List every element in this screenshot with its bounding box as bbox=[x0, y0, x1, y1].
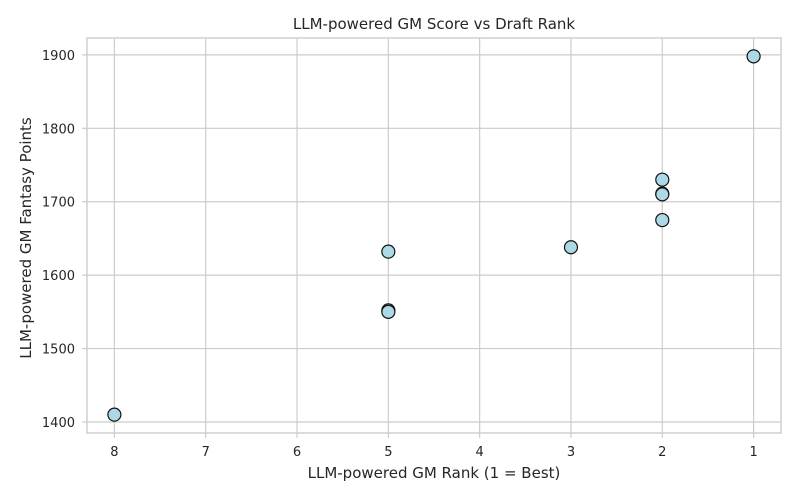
data-point bbox=[107, 407, 122, 422]
data-point bbox=[655, 172, 670, 187]
grid-lines bbox=[87, 38, 781, 433]
y-tick-label: 1500 bbox=[42, 343, 75, 358]
chart-title: LLM-powered GM Score vs Draft Rank bbox=[293, 15, 576, 33]
data-point bbox=[746, 49, 761, 64]
x-axis-label: LLM-powered GM Rank (1 = Best) bbox=[308, 464, 561, 482]
data-point bbox=[563, 240, 579, 255]
x-tick-label: 1 bbox=[749, 445, 757, 460]
x-tick-label: 5 bbox=[384, 445, 392, 460]
x-tick-label: 2 bbox=[658, 445, 666, 460]
x-tick-label: 3 bbox=[567, 445, 575, 460]
data-point bbox=[381, 244, 396, 259]
x-tick-label: 8 bbox=[110, 445, 118, 460]
x-tick-label: 7 bbox=[202, 445, 210, 460]
data-point bbox=[381, 304, 396, 319]
data-points bbox=[107, 49, 761, 422]
axis-ticks: 8 7 6 5 4 3 2 1 1400 1500 1600 1700 1800 1900 bbox=[42, 49, 758, 460]
y-tick-label: 1600 bbox=[42, 269, 75, 284]
plot-frame bbox=[86, 37, 782, 434]
x-tick-label: 6 bbox=[293, 445, 301, 460]
y-tick-label: 1900 bbox=[42, 49, 75, 64]
x-tick-label: 4 bbox=[476, 445, 484, 460]
y-tick-label: 1700 bbox=[42, 196, 75, 211]
y-tick-label: 1400 bbox=[42, 416, 75, 431]
data-point bbox=[655, 212, 670, 228]
y-tick-label: 1800 bbox=[42, 122, 75, 137]
y-axis-label: LLM-powered GM Fantasy Points bbox=[17, 117, 35, 359]
data-point bbox=[655, 187, 670, 202]
